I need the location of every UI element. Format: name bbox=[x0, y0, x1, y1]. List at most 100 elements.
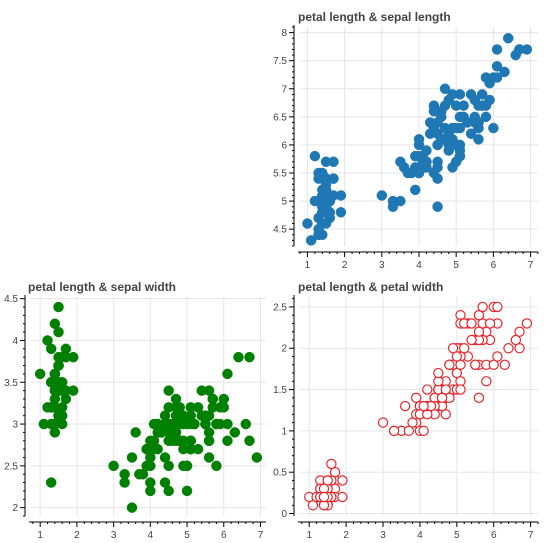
data-point bbox=[119, 477, 130, 488]
data-point bbox=[34, 368, 46, 380]
data-point bbox=[222, 435, 233, 447]
data-point bbox=[126, 502, 138, 513]
x-tick-label: 5 bbox=[454, 530, 460, 541]
data-point bbox=[477, 301, 488, 313]
data-point bbox=[326, 458, 337, 470]
data-point bbox=[417, 156, 428, 168]
data-point bbox=[207, 393, 219, 405]
data-point bbox=[480, 111, 492, 123]
data-point bbox=[181, 485, 193, 497]
data-point bbox=[49, 418, 61, 430]
data-point bbox=[492, 301, 503, 313]
data-point bbox=[413, 167, 425, 179]
x-tick-label: 3 bbox=[380, 530, 386, 541]
y-tick-label: 1 bbox=[281, 426, 287, 437]
data-point bbox=[514, 44, 525, 55]
data-point bbox=[439, 83, 451, 95]
data-point bbox=[424, 128, 436, 139]
x-tick-label: 6 bbox=[221, 530, 227, 541]
x-tick-label: 5 bbox=[453, 260, 459, 271]
data-point bbox=[476, 89, 488, 100]
data-point bbox=[67, 351, 79, 363]
data-point bbox=[196, 385, 207, 396]
data-point bbox=[418, 400, 429, 412]
data-point bbox=[251, 452, 263, 463]
data-point bbox=[503, 343, 514, 354]
data-point bbox=[491, 61, 503, 72]
data-point bbox=[499, 66, 510, 78]
y-tick-label: 8 bbox=[281, 28, 287, 39]
x-tick-label: 1 bbox=[37, 530, 43, 541]
data-point bbox=[514, 343, 525, 354]
data-point bbox=[49, 318, 61, 329]
plot-sepal-length: petal length & sepal length 1 2 3 4 5 6 7 4.5 5 5… bbox=[273, 10, 539, 271]
data-point bbox=[145, 485, 156, 497]
data-point bbox=[488, 359, 499, 370]
data-point bbox=[428, 105, 440, 117]
y-tick-label: 2.5 bbox=[273, 302, 287, 313]
data-point bbox=[466, 318, 477, 329]
y-tick-label: 0.5 bbox=[273, 468, 287, 479]
data-point bbox=[211, 460, 222, 472]
data-point bbox=[163, 385, 174, 396]
data-point bbox=[395, 156, 406, 168]
data-point bbox=[337, 475, 348, 486]
data-point bbox=[499, 359, 510, 370]
data-point bbox=[134, 468, 145, 480]
data-point bbox=[387, 195, 399, 207]
data-point bbox=[181, 460, 193, 472]
data-point bbox=[163, 460, 174, 472]
data-point bbox=[185, 418, 196, 430]
plot-petal-width: petal length & petal width 1 2 3 4 5 6 7 0 0.5 1 1… bbox=[273, 280, 539, 541]
x-tick-label: 2 bbox=[342, 260, 348, 271]
data-point bbox=[45, 377, 57, 388]
y-tick-label: 7 bbox=[281, 84, 287, 95]
data-point bbox=[45, 477, 57, 488]
x-tick-label: 6 bbox=[491, 530, 497, 541]
data-point bbox=[440, 409, 451, 420]
data-point bbox=[418, 425, 429, 437]
data-point bbox=[67, 385, 79, 396]
x-tick-label: 3 bbox=[111, 530, 117, 541]
data-point bbox=[211, 418, 222, 430]
y-tick-label: 6.5 bbox=[273, 112, 287, 123]
data-point bbox=[466, 334, 477, 346]
data-point bbox=[411, 392, 422, 404]
data-point bbox=[428, 167, 440, 179]
y-tick-label: 4 bbox=[12, 336, 18, 347]
x-tick-label: 5 bbox=[184, 530, 190, 541]
plot-sepal-width: petal length & sepal width 1 2 3 4 5 6 7 2 2.5 3 3… bbox=[4, 280, 266, 541]
data-point bbox=[313, 167, 324, 179]
data-point bbox=[317, 207, 328, 218]
data-point bbox=[377, 417, 389, 428]
x-tick-label: 7 bbox=[528, 260, 534, 271]
y-tick-label: 4.5 bbox=[4, 294, 18, 305]
data-point bbox=[503, 32, 514, 44]
data-point bbox=[240, 418, 252, 430]
x-tick-label: 3 bbox=[379, 260, 385, 271]
y-tick-label: 2.5 bbox=[4, 461, 18, 472]
y-tick-label: 3 bbox=[12, 420, 18, 431]
y-tick-label: 5.5 bbox=[273, 169, 287, 180]
data-point bbox=[318, 491, 330, 503]
data-point bbox=[174, 435, 185, 447]
y-tick-label: 2 bbox=[281, 344, 287, 355]
plot-title: petal length & sepal length bbox=[298, 10, 451, 24]
data-point bbox=[473, 134, 484, 145]
data-point bbox=[388, 425, 400, 437]
data-point bbox=[233, 351, 244, 363]
data-point bbox=[403, 425, 415, 437]
y-tick-label: 2 bbox=[12, 503, 18, 514]
data-point bbox=[484, 318, 496, 329]
data-point bbox=[324, 190, 335, 201]
data-point bbox=[410, 184, 421, 196]
data-point bbox=[302, 218, 313, 229]
data-point bbox=[222, 368, 233, 380]
data-point bbox=[443, 139, 454, 151]
data-point bbox=[399, 400, 411, 412]
y-tick-label: 5 bbox=[281, 197, 287, 208]
data-point bbox=[244, 435, 255, 447]
data-point bbox=[309, 150, 321, 162]
data-point bbox=[328, 156, 339, 168]
